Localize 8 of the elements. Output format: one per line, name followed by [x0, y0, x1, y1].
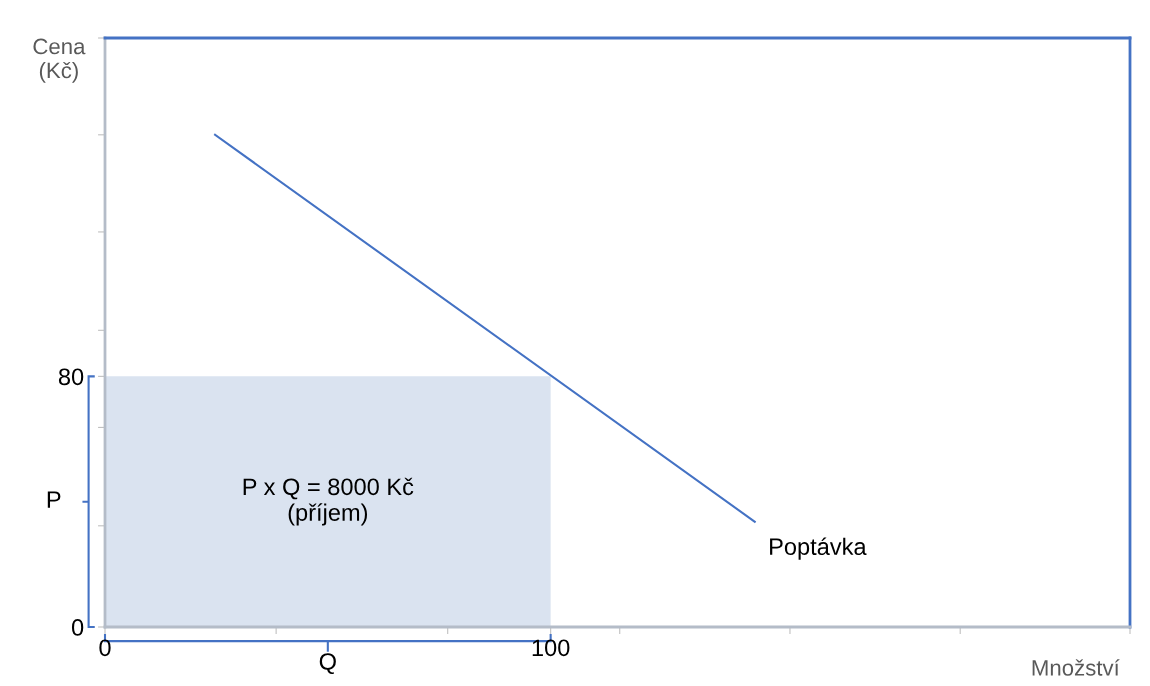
text: Q — [319, 653, 336, 675]
x-axis-title: Množství — [1032, 659, 1120, 676]
x-tick-label: 100 — [532, 639, 570, 657]
series-label: Poptávka — [770, 537, 867, 560]
annotation: P x Q = 8000 Kč (příjem) — [243, 477, 414, 526]
y-tick-label: 80 — [58, 368, 84, 386]
text: P — [47, 491, 61, 508]
y-axis-title: Cena (Kč) — [33, 38, 86, 83]
